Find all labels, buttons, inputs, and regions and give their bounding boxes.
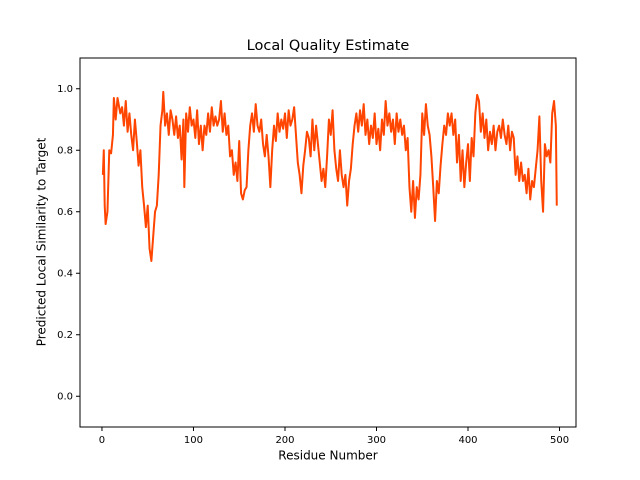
- x-tick-label: 400: [458, 435, 477, 446]
- x-tick-label: 0: [99, 435, 105, 446]
- x-tick-label: 200: [275, 435, 294, 446]
- y-axis-label: Predicted Local Similarity to Target: [35, 137, 49, 346]
- x-axis-label: Residue Number: [278, 449, 377, 463]
- y-tick-label: 0.6: [57, 207, 73, 218]
- x-tick-label: 300: [367, 435, 386, 446]
- y-tick-label: 0.0: [57, 391, 73, 402]
- x-tick-label: 100: [184, 435, 203, 446]
- y-tick-label: 1.0: [57, 84, 73, 95]
- y-tick-label: 0.4: [57, 268, 73, 279]
- plot-frame: [79, 57, 577, 428]
- data-line: [101, 90, 558, 262]
- x-tick-label: 500: [550, 435, 569, 446]
- y-tick-label: 0.8: [57, 145, 73, 156]
- y-tick-label: 0.2: [57, 330, 73, 341]
- chart-title: Local Quality Estimate: [247, 38, 410, 54]
